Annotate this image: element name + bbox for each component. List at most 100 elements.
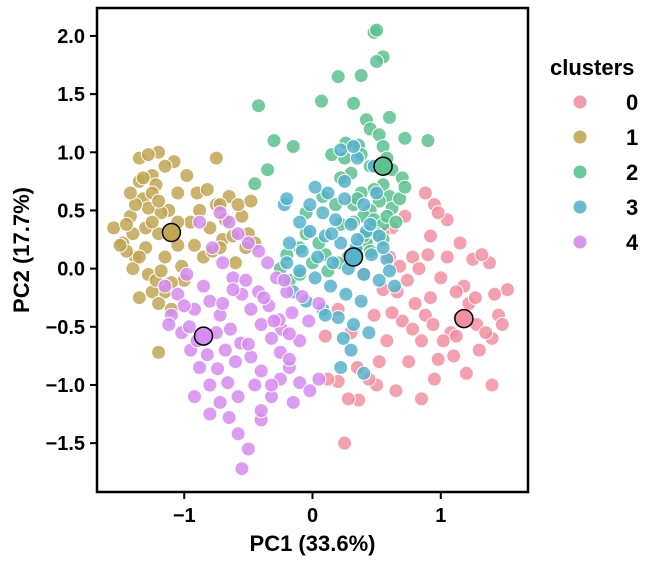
data-point-cluster-1 xyxy=(122,185,138,201)
data-point-cluster-3 xyxy=(382,263,397,279)
x-tick-label: −1 xyxy=(173,505,196,527)
x-axis: −1 0 1 xyxy=(173,492,446,527)
data-point-cluster-4 xyxy=(221,410,237,425)
data-point-cluster-0 xyxy=(467,290,483,306)
data-point-cluster-4 xyxy=(243,301,259,317)
data-point-cluster-4 xyxy=(181,319,197,335)
data-point-cluster-1 xyxy=(187,237,202,253)
data-point-cluster-4 xyxy=(225,282,241,298)
data-point-cluster-4 xyxy=(240,336,256,352)
data-point-cluster-0 xyxy=(425,317,441,332)
data-point-cluster-3 xyxy=(371,272,387,288)
data-point-cluster-4 xyxy=(202,406,218,422)
data-point-cluster-2 xyxy=(397,179,413,195)
data-point-cluster-4 xyxy=(240,441,256,457)
centroids-layer xyxy=(161,156,474,346)
data-point-cluster-3 xyxy=(375,240,391,256)
legend-label-1: 1 xyxy=(626,125,638,150)
data-point-cluster-0 xyxy=(407,296,423,311)
data-point-cluster-1 xyxy=(151,193,167,209)
data-point-cluster-0 xyxy=(388,383,404,399)
data-point-cluster-4 xyxy=(276,272,292,288)
data-point-cluster-4 xyxy=(311,296,327,311)
data-point-cluster-0 xyxy=(405,321,421,337)
data-point-cluster-4 xyxy=(230,226,246,242)
data-point-cluster-0 xyxy=(433,270,449,286)
data-point-cluster-1 xyxy=(230,197,246,213)
data-point-cluster-0 xyxy=(405,249,421,265)
data-point-cluster-1 xyxy=(157,158,173,174)
data-point-cluster-4 xyxy=(311,371,327,387)
data-point-cluster-4 xyxy=(179,266,195,282)
cluster-center-2 xyxy=(373,156,393,176)
data-point-cluster-2 xyxy=(260,162,276,178)
data-point-cluster-4 xyxy=(210,361,226,377)
data-point-cluster-3 xyxy=(292,214,308,230)
data-point-cluster-1 xyxy=(135,170,151,186)
data-point-cluster-3 xyxy=(346,139,361,154)
data-point-cluster-4 xyxy=(243,349,259,365)
data-point-cluster-3 xyxy=(364,247,379,263)
data-point-cluster-4 xyxy=(170,286,186,302)
y-tick-label: 0.0 xyxy=(57,259,85,281)
data-point-cluster-4 xyxy=(260,255,276,271)
data-point-cluster-3 xyxy=(302,197,318,213)
x-tick-label: 1 xyxy=(435,505,446,527)
data-point-cluster-3 xyxy=(356,266,372,282)
data-point-cluster-0 xyxy=(394,313,410,329)
data-point-cluster-2 xyxy=(330,69,346,85)
data-point-cluster-0 xyxy=(366,307,382,323)
data-point-cluster-3 xyxy=(328,212,344,228)
data-point-cluster-0 xyxy=(423,290,438,306)
data-point-cluster-0 xyxy=(399,272,415,288)
data-point-cluster-0 xyxy=(337,435,353,451)
data-point-cluster-2 xyxy=(285,139,301,154)
data-point-cluster-0 xyxy=(340,391,356,407)
y-tick-label: −1.0 xyxy=(46,375,85,397)
data-point-cluster-2 xyxy=(369,22,385,38)
data-point-cluster-1 xyxy=(243,193,259,209)
data-point-cluster-3 xyxy=(387,278,403,294)
y-axis-label: PC2 (17.7%) xyxy=(9,187,34,313)
data-point-cluster-0 xyxy=(414,391,429,407)
data-point-cluster-4 xyxy=(247,377,263,393)
data-point-cluster-4 xyxy=(212,394,228,410)
data-point-cluster-0 xyxy=(430,205,446,221)
data-point-cluster-1 xyxy=(199,182,215,197)
data-point-cluster-3 xyxy=(307,270,323,286)
data-point-cluster-3 xyxy=(362,216,378,232)
data-point-cluster-2 xyxy=(382,109,397,125)
data-point-cluster-3 xyxy=(333,142,349,158)
cluster-center-0 xyxy=(454,308,474,329)
data-point-cluster-3 xyxy=(333,235,349,251)
data-point-cluster-4 xyxy=(217,342,233,358)
data-point-cluster-3 xyxy=(343,216,359,232)
data-point-cluster-4 xyxy=(215,296,231,311)
y-tick-label: −1.5 xyxy=(46,433,85,455)
data-point-cluster-4 xyxy=(256,290,272,306)
data-point-cluster-3 xyxy=(353,293,369,309)
data-point-cluster-0 xyxy=(414,333,429,349)
data-point-cluster-0 xyxy=(384,305,400,321)
data-point-cluster-1 xyxy=(208,150,224,166)
legend-marker-2 xyxy=(572,164,588,180)
data-point-cluster-3 xyxy=(330,310,346,325)
data-point-cluster-4 xyxy=(222,321,238,337)
plot-frame xyxy=(95,6,530,494)
legend-marker-4 xyxy=(572,234,588,250)
data-point-cluster-1 xyxy=(170,185,186,201)
data-point-cluster-2 xyxy=(397,130,413,146)
legend-label-3: 3 xyxy=(626,195,638,220)
data-point-cluster-1 xyxy=(151,344,167,360)
data-point-cluster-4 xyxy=(284,305,300,321)
data-point-cluster-0 xyxy=(458,365,474,381)
data-point-cluster-4 xyxy=(281,326,297,342)
data-point-cluster-3 xyxy=(317,307,333,323)
data-point-cluster-3 xyxy=(337,191,353,207)
data-point-cluster-4 xyxy=(301,313,317,329)
data-point-cluster-4 xyxy=(192,214,208,230)
data-point-cluster-0 xyxy=(448,284,464,300)
data-point-cluster-4 xyxy=(253,317,269,332)
data-point-cluster-0 xyxy=(371,354,387,370)
